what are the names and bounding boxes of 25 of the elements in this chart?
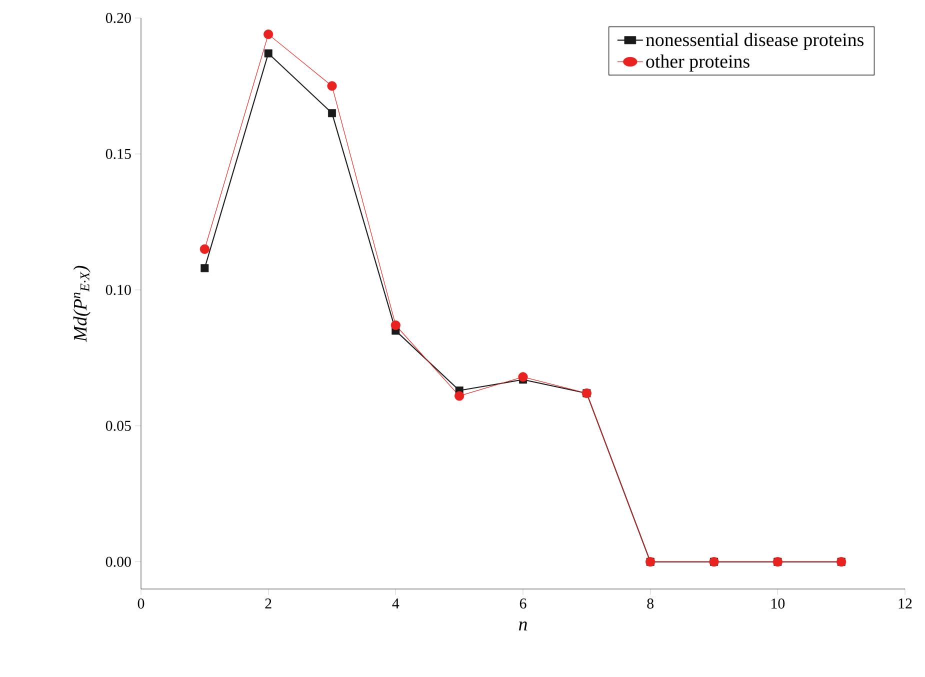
x-tick-label: 4	[392, 598, 400, 608]
x-tick-label: 12	[898, 598, 912, 608]
y-tick-label: 0.20	[106, 12, 131, 24]
y-tick-label: 0.15	[106, 148, 131, 160]
point	[200, 244, 210, 254]
point	[454, 391, 464, 401]
legend-label: nonessential disease proteins	[646, 32, 864, 50]
x-tick-label: 0	[138, 598, 144, 609]
y-axis-title: Md(P$^{n}$$_{E·X}$)	[73, 266, 90, 342]
point	[264, 49, 272, 58]
x-tick-label: 8	[647, 598, 654, 609]
y-tick-label: 0.10	[106, 284, 131, 295]
x-tick-label: 2	[265, 598, 272, 608]
point	[200, 264, 209, 272]
point	[327, 81, 337, 91]
point	[264, 30, 274, 40]
point	[390, 320, 400, 330]
x-axis-title: n	[518, 621, 527, 630]
point	[518, 372, 528, 382]
legend-label: other proteins	[646, 54, 750, 72]
y-tick-label: 0.05	[106, 420, 131, 431]
x-tick-label: 10	[772, 598, 785, 609]
y-tick-label: 0.00	[106, 556, 131, 567]
x-tick-label: 6	[520, 598, 526, 609]
point	[328, 109, 336, 118]
